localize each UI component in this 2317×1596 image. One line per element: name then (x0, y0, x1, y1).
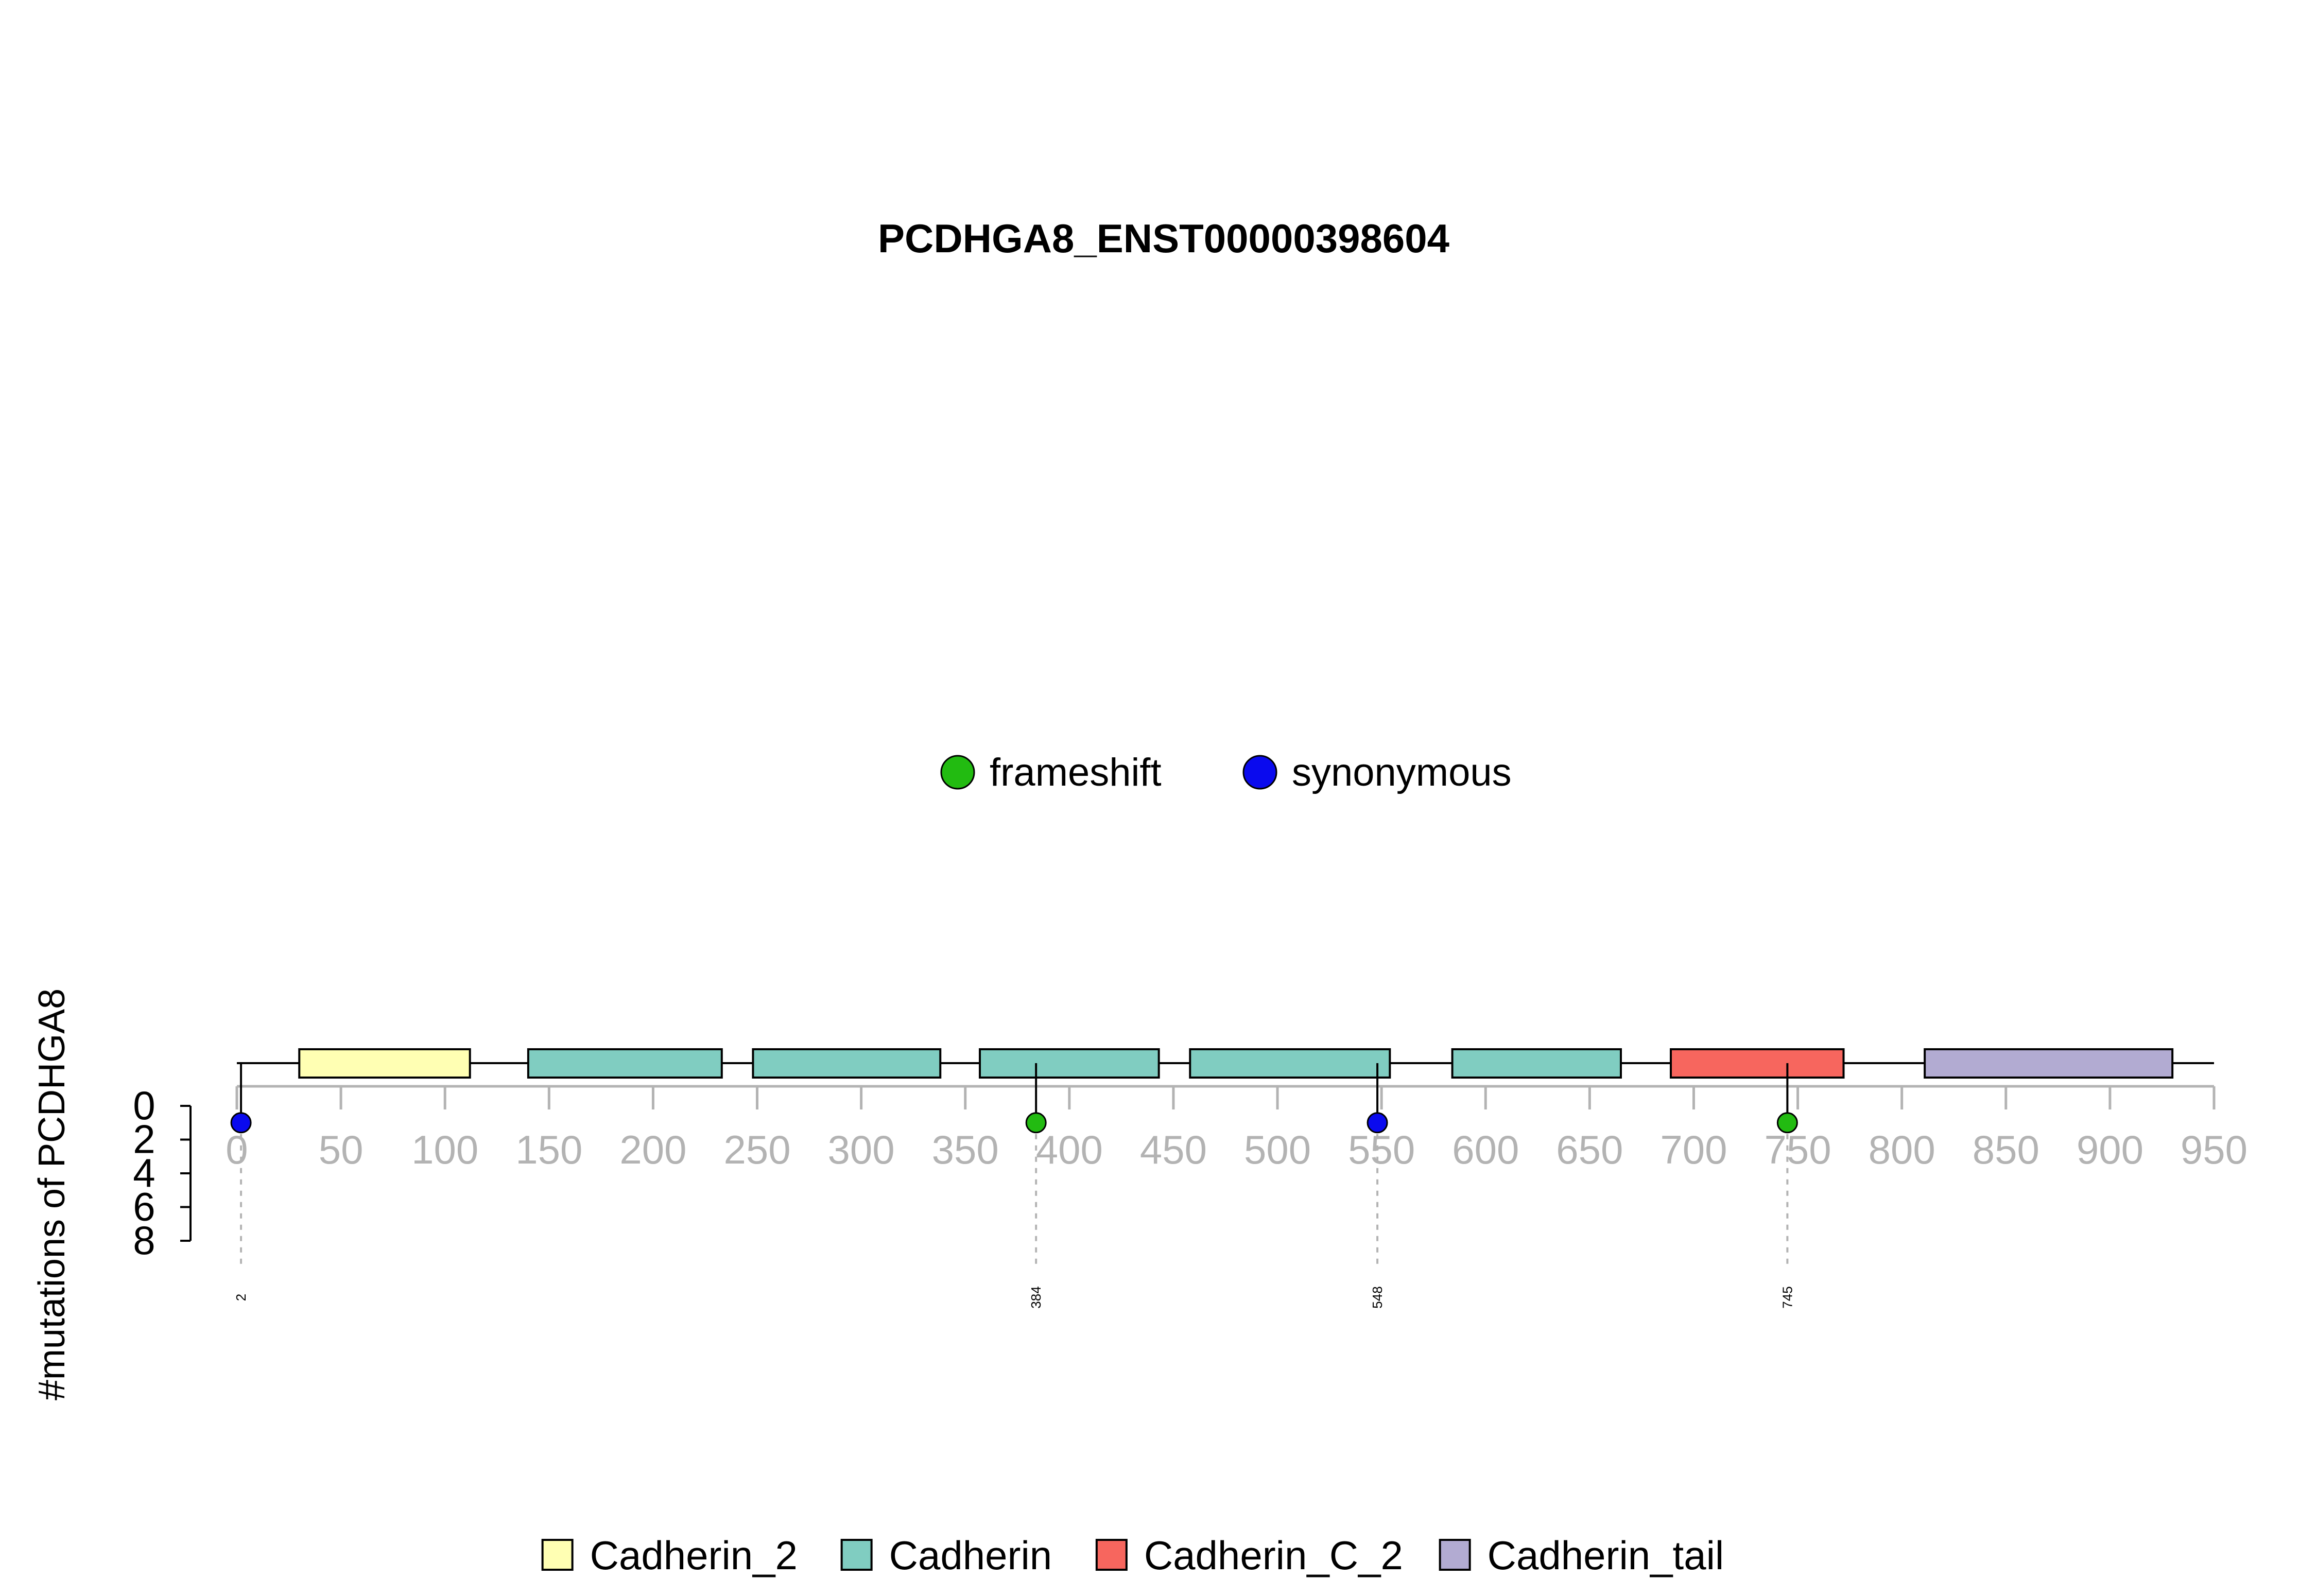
y-tick-label: 4 (133, 1150, 155, 1195)
domain-box (752, 1048, 942, 1079)
mutation-legend: frameshift synonymous (940, 751, 1512, 794)
mutation-point (1025, 1112, 1047, 1134)
x-tick-label: 450 (1140, 1127, 1207, 1172)
x-tick-label: 500 (1244, 1127, 1311, 1172)
x-axis: 0 50 100 150 200 250 300 350 400 450 500 550 600 650 7… (226, 1085, 2247, 1172)
domain-legend-swatch (1095, 1539, 1128, 1571)
x-tick-label: 600 (1452, 1127, 1519, 1172)
y-tick-label: 6 (133, 1184, 155, 1229)
x-tick-label: 650 (1556, 1127, 1623, 1172)
x-tick-label: 50 (319, 1127, 364, 1172)
domain-legend-label: Cadherin (889, 1533, 1052, 1578)
domain-legend: Cadherin_2 Cadherin Cadherin_C_2 Cadherin_t… (541, 1533, 1724, 1578)
y-tick-label: 0 (133, 1083, 155, 1128)
mutation-point (230, 1112, 252, 1134)
y-tick-label: 8 (133, 1218, 155, 1263)
x-tick-label: 900 (2077, 1127, 2143, 1172)
mutation-position-label: 2 (233, 1294, 249, 1301)
domain-legend-swatch (1439, 1539, 1471, 1571)
domain-box (1451, 1048, 1622, 1079)
mutation-legend-swatch (1242, 755, 1277, 790)
domain-box (979, 1048, 1160, 1079)
x-tick-label: 350 (932, 1127, 999, 1172)
x-tick-label: 250 (723, 1127, 790, 1172)
domain-legend-label: Cadherin_C_2 (1144, 1533, 1403, 1578)
x-tick-label: 700 (1660, 1127, 1727, 1172)
mutation-position-label: 548 (1370, 1286, 1385, 1308)
mutation-legend-swatch (940, 755, 975, 790)
x-tick-label: 400 (1036, 1127, 1103, 1172)
x-tick-label: 200 (619, 1127, 686, 1172)
x-tick-label: 850 (1973, 1127, 2039, 1172)
mutation-point (1776, 1112, 1798, 1134)
domain-legend-swatch (541, 1539, 574, 1571)
domain-box (1670, 1048, 1845, 1079)
mutation-position-label: 384 (1028, 1286, 1044, 1308)
domain-layer (298, 1048, 2174, 1079)
domain-legend-swatch (840, 1539, 873, 1571)
domain-legend-label: Cadherin_tail (1488, 1533, 1724, 1578)
y-axis-label: #mutations of PCDHGA8 (31, 988, 73, 1400)
x-tick-label: 150 (515, 1127, 582, 1172)
mutation-point (1367, 1112, 1388, 1134)
x-tick-label: 300 (828, 1127, 895, 1172)
chart-title: PCDHGA8_ENST00000398604 (878, 216, 1449, 261)
domain-box (1924, 1048, 2174, 1079)
x-tick-label: 100 (411, 1127, 478, 1172)
domain-box (527, 1048, 723, 1079)
domain-box (298, 1048, 471, 1079)
mutation-legend-label: frameshift (990, 751, 1162, 794)
mutation-position-label: 745 (1779, 1286, 1795, 1308)
x-tick-label: 750 (1765, 1127, 1831, 1172)
domain-legend-label: Cadherin_2 (590, 1533, 798, 1578)
x-tick-label: 550 (1348, 1127, 1415, 1172)
x-tick-label: 800 (1869, 1127, 1935, 1172)
x-tick-label: 950 (2181, 1127, 2247, 1172)
mutation-layer: 2 384 548 745 (230, 1063, 1798, 1309)
x-tick-label: 0 (226, 1127, 248, 1172)
mutation-legend-label: synonymous (1292, 751, 1512, 794)
y-tick-label: 2 (133, 1117, 155, 1162)
domain-box (1189, 1048, 1391, 1079)
